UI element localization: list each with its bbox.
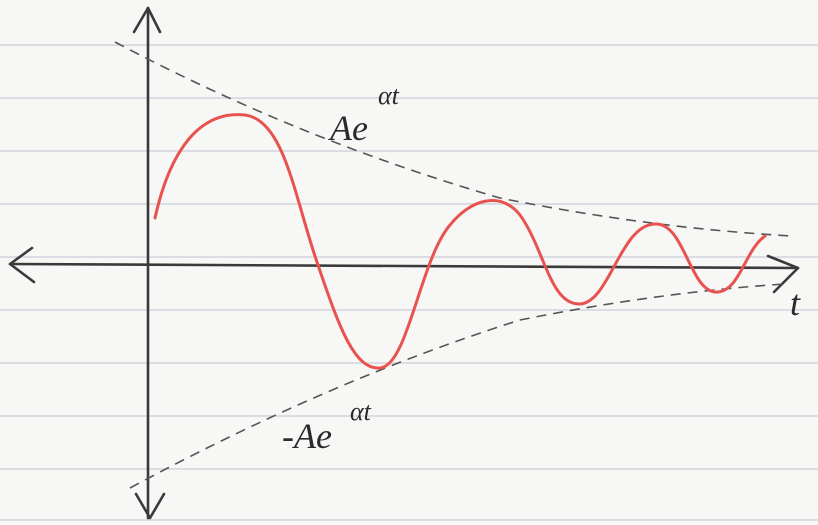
upper-envelope-base: Ae (328, 108, 368, 148)
diagram: Ae αt -Ae αt t (0, 0, 818, 525)
lower-envelope-base: -Ae (282, 416, 332, 456)
page: Ae αt -Ae αt t (() => { const data = JSO… (0, 0, 818, 525)
paper (0, 0, 818, 525)
upper-envelope-exponent: αt (378, 81, 400, 110)
lower-envelope-exponent: αt (350, 397, 372, 426)
t-axis-label: t (790, 283, 801, 323)
